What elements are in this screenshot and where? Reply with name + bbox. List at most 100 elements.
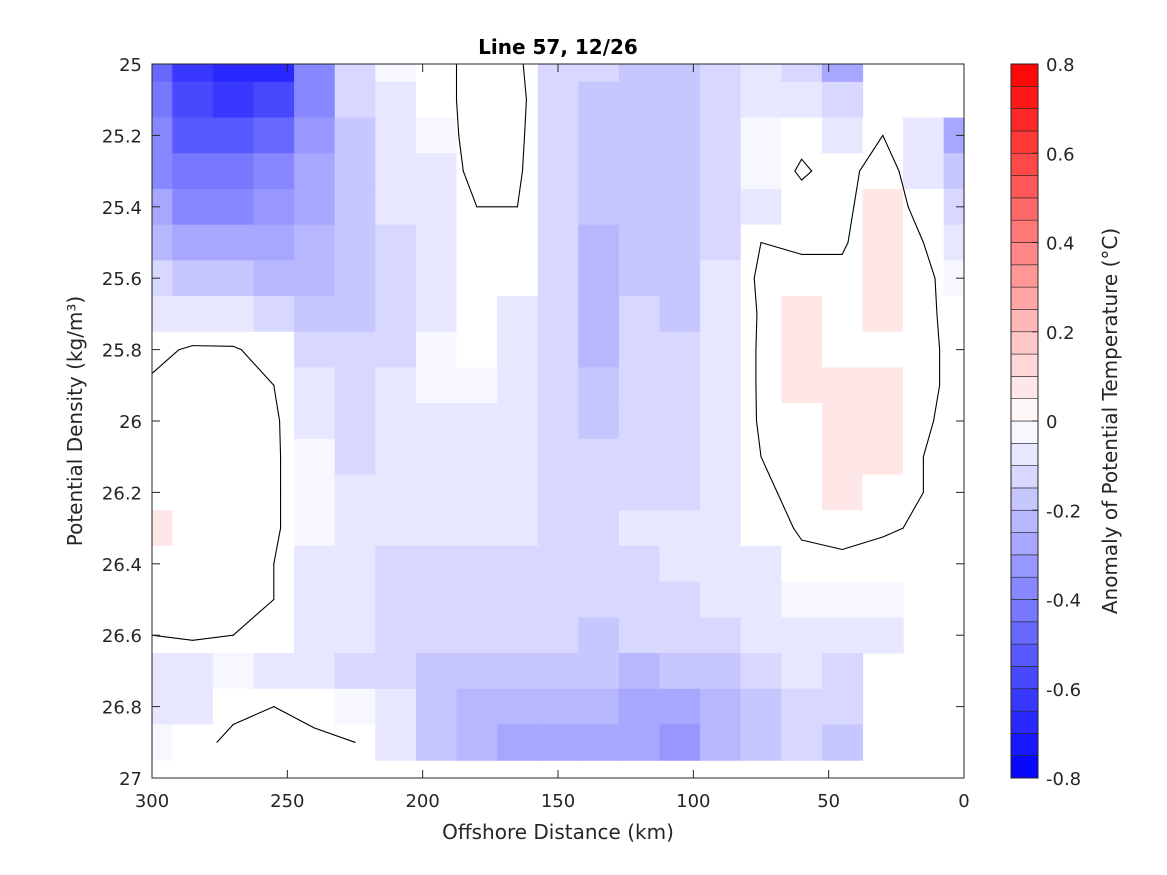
colorbar-swatch <box>1010 443 1039 466</box>
contour-cell <box>943 260 965 297</box>
contour-cell <box>578 153 620 190</box>
contour-cell <box>537 296 579 333</box>
contour-cell <box>497 688 539 726</box>
colorbar: 0.8 0.6 0.4 0.2 0 -0.2 -0.4 -0.6 -0.8 <box>1010 55 1081 790</box>
contour-cell <box>740 64 782 83</box>
zero-contour-segment <box>755 384 758 422</box>
colorbar-swatch <box>1010 331 1039 355</box>
zero-contour-segment <box>898 170 909 208</box>
contour-cell <box>862 331 904 369</box>
contour-cell <box>821 81 864 119</box>
contour-cell <box>537 510 579 547</box>
contour-cell <box>537 81 579 119</box>
contour-cell <box>943 117 965 154</box>
contour-cell <box>152 117 173 154</box>
contour-cell <box>375 688 417 726</box>
contour-cell <box>497 403 539 440</box>
contour-cell <box>334 367 376 404</box>
zero-contour-segment <box>273 384 281 422</box>
contour-cell <box>862 510 904 547</box>
contour-cell <box>700 403 742 440</box>
zero-contour-segment <box>792 527 803 541</box>
contour-cell <box>578 296 620 333</box>
zero-contour-segment <box>522 63 527 101</box>
contour-cell <box>862 474 904 511</box>
x-tick-label: 200 <box>405 791 439 812</box>
contour-cell <box>943 510 965 547</box>
contour-cell <box>497 581 539 618</box>
zero-contour-segment <box>882 134 900 172</box>
contour-cell <box>781 64 823 83</box>
contour-cell <box>152 64 173 83</box>
colorbar-title: Anomaly of Potential Temperature (°C) <box>1098 228 1122 614</box>
contour-cell <box>172 617 214 654</box>
y-tick-label: 25 <box>119 55 142 76</box>
contour-cell <box>781 81 823 119</box>
zero-contour-segment <box>794 158 803 172</box>
contour-cell <box>862 260 904 297</box>
contour-cell <box>618 724 661 761</box>
contour-cell <box>659 617 701 654</box>
contour-cell <box>943 403 965 440</box>
contour-cell <box>700 153 742 190</box>
contour-cell <box>456 331 498 369</box>
contour-cell <box>497 260 539 297</box>
colorbar-swatch <box>1010 420 1039 444</box>
colorbar-swatch <box>1010 264 1039 288</box>
contour-cell <box>334 260 376 297</box>
contour-cell <box>659 688 701 726</box>
contour-cell <box>415 545 458 583</box>
contour-cell <box>700 474 742 511</box>
contour-cell <box>700 617 742 654</box>
contour-cell <box>456 296 498 333</box>
contour-cell <box>172 403 214 440</box>
y-tick-label: 25.4 <box>102 198 142 219</box>
contour-cell <box>659 117 701 154</box>
contour-cell <box>172 188 214 226</box>
contour-cell <box>456 724 498 761</box>
colorbar-tick-label: 0.6 <box>1046 144 1075 165</box>
colorbar-swatch <box>1010 532 1039 556</box>
contour-cell <box>415 224 458 261</box>
zero-contour-segment <box>232 345 242 351</box>
contour-cell <box>740 581 782 618</box>
contour-cell <box>618 545 661 583</box>
contour-cell <box>172 474 214 511</box>
contour-cell <box>497 296 539 333</box>
colorbar-swatch <box>1010 643 1039 667</box>
contour-cell <box>294 260 336 297</box>
contour-cell <box>618 510 661 547</box>
contour-cell <box>212 153 255 190</box>
contour-cell <box>618 188 661 226</box>
contour-cell <box>415 474 458 511</box>
contour-cell <box>294 510 336 547</box>
contour-cell <box>456 224 498 261</box>
zero-contour-segment <box>755 420 762 458</box>
x-axis-ticks: 300 250 200 150 100 50 0 <box>135 64 970 812</box>
contour-cell <box>375 403 417 440</box>
contour-cell <box>253 617 295 654</box>
colorbar-swatch <box>1010 487 1039 511</box>
zero-contour-segment <box>455 99 460 136</box>
contour-cell <box>578 581 620 618</box>
contour-cell <box>253 653 295 690</box>
contour-cell <box>415 438 458 476</box>
contour-cell <box>781 617 823 654</box>
contour-cell <box>294 403 336 440</box>
contour-cell <box>781 474 823 511</box>
contour-cell <box>700 688 742 726</box>
contour-cell <box>212 474 255 511</box>
contour-cell <box>537 653 579 690</box>
contour-cell <box>700 581 742 618</box>
colorbar-swatch <box>1010 621 1039 645</box>
contour-cell <box>212 510 255 547</box>
contour-cell <box>497 617 539 654</box>
contour-cell <box>456 617 498 654</box>
contour-cell <box>152 153 173 190</box>
contour-cell <box>537 688 579 726</box>
contour-cell <box>618 617 661 654</box>
contour-cell <box>781 653 823 690</box>
contour-cell <box>618 581 661 618</box>
contour-cell <box>152 260 173 297</box>
contour-cell <box>700 510 742 547</box>
